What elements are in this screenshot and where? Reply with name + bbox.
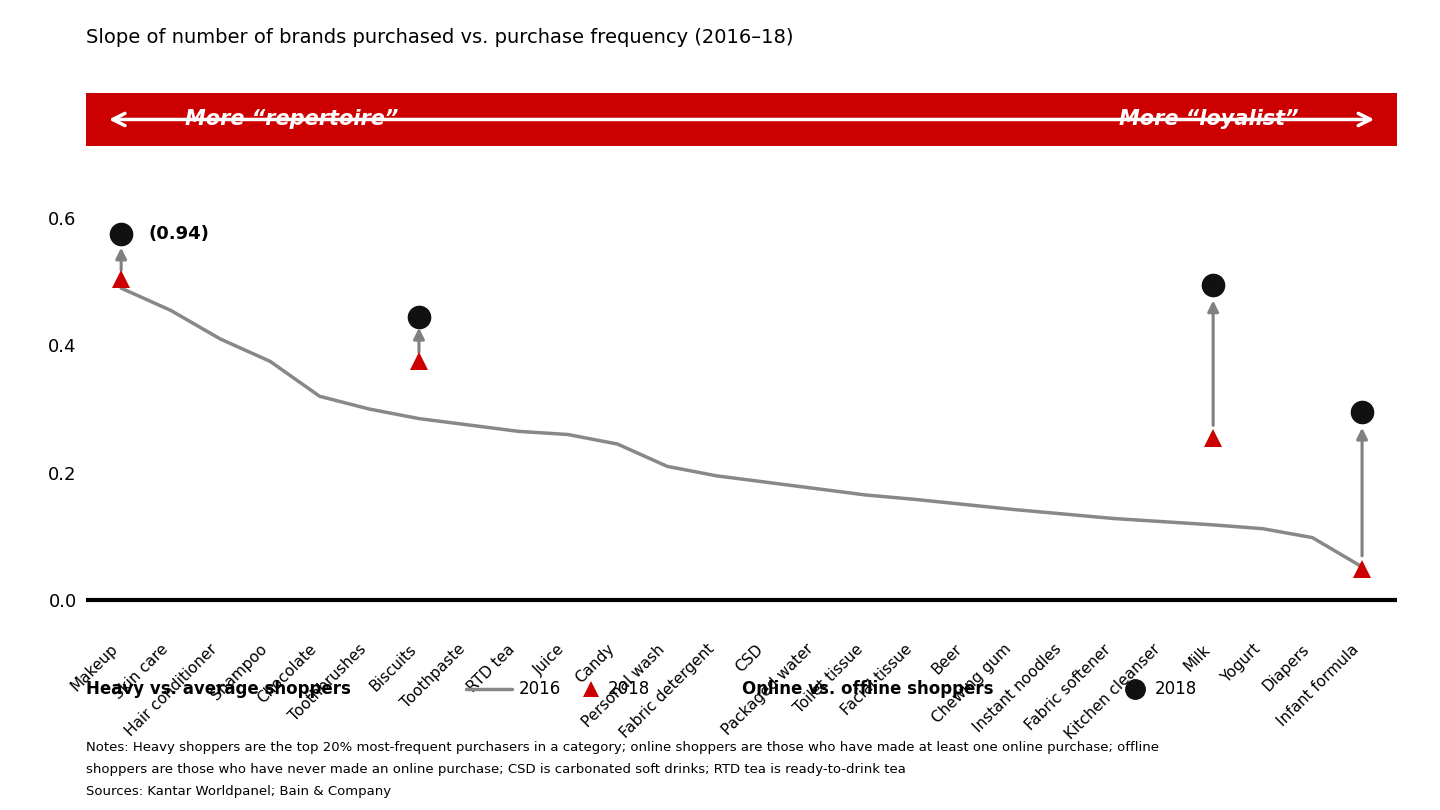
Text: 2016: 2016 (518, 680, 562, 697)
Text: More “loyalist”: More “loyalist” (1119, 109, 1299, 130)
Text: 2018: 2018 (608, 680, 651, 697)
Text: Online vs. offline shoppers: Online vs. offline shoppers (742, 680, 994, 697)
Text: More “repertoire”: More “repertoire” (184, 109, 397, 130)
Text: Sources: Kantar Worldpanel; Bain & Company: Sources: Kantar Worldpanel; Bain & Compa… (86, 785, 392, 798)
Text: 2018: 2018 (1155, 680, 1197, 697)
Text: shoppers are those who have never made an online purchase; CSD is carbonated sof: shoppers are those who have never made a… (86, 763, 906, 776)
Text: Notes: Heavy shoppers are the top 20% most-frequent purchasers in a category; on: Notes: Heavy shoppers are the top 20% mo… (86, 741, 1159, 754)
Text: Heavy vs. average shoppers: Heavy vs. average shoppers (86, 680, 351, 697)
Text: (0.94): (0.94) (148, 225, 209, 243)
Text: Slope of number of brands purchased vs. purchase frequency (2016–18): Slope of number of brands purchased vs. … (86, 28, 793, 47)
